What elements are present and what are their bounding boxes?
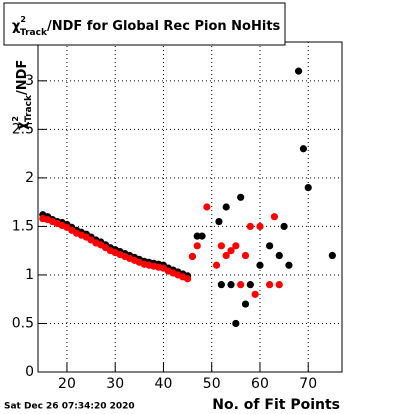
point — [275, 281, 283, 289]
point — [217, 281, 225, 289]
x-tick-label: 20 — [58, 376, 76, 392]
y-tick-label: 2.5 — [12, 121, 34, 137]
title-symbol: χ — [12, 19, 21, 34]
point — [232, 319, 240, 328]
point — [217, 242, 225, 250]
x-tick-label: 40 — [155, 376, 173, 392]
ylabel-sup: 2 — [11, 116, 20, 122]
ylabel-sub: Track — [24, 94, 34, 122]
point — [246, 281, 254, 289]
x-tick-label: 50 — [203, 376, 221, 392]
ylabel-text: /NDF — [15, 60, 30, 95]
point — [280, 222, 288, 231]
point — [275, 251, 283, 260]
y-tick-label: 0.5 — [12, 315, 34, 331]
point — [237, 193, 245, 201]
point — [237, 281, 245, 289]
point — [241, 251, 250, 260]
point — [270, 213, 279, 221]
point — [193, 242, 201, 250]
y-tick-label: 1 — [25, 267, 34, 283]
x-tick-label: 60 — [251, 376, 269, 392]
point — [227, 281, 235, 289]
x-tick-label: 70 — [299, 376, 317, 392]
y-tick-label: 2 — [25, 170, 34, 186]
point — [256, 261, 264, 269]
timestamp: Sat Dec 26 07:34:20 2020 — [4, 402, 135, 412]
title-sub: Track — [20, 28, 48, 38]
x-tick-label: 30 — [106, 376, 124, 392]
title-box — [3, 2, 286, 46]
y-tick-label: 3 — [25, 73, 34, 89]
point — [232, 242, 240, 250]
point — [328, 251, 336, 260]
point — [203, 203, 211, 211]
point — [222, 203, 230, 211]
point — [198, 232, 206, 240]
title-text: /NDF for Global Rec Pion NoHits — [47, 19, 281, 34]
chart-title: χ2 Track/NDF for Global Rec Pion NoHits — [12, 15, 281, 38]
title-sup: 2 — [20, 15, 26, 24]
point — [304, 183, 312, 192]
point — [222, 251, 230, 260]
point — [183, 275, 192, 283]
point — [251, 290, 259, 298]
ylabel-symbol: χ — [15, 121, 30, 130]
point — [256, 222, 264, 231]
y-tick-label: 0 — [25, 364, 34, 380]
point — [188, 252, 197, 261]
point — [241, 300, 250, 308]
point — [215, 217, 223, 226]
point — [285, 261, 293, 269]
point — [212, 261, 221, 269]
point — [294, 67, 303, 75]
x-axis-label: No. of Fit Points — [212, 397, 340, 413]
point — [266, 281, 274, 289]
point — [227, 247, 235, 255]
y-axis-label: χ2 Track/NDF — [11, 60, 34, 130]
point — [246, 222, 254, 231]
point — [299, 145, 307, 153]
y-tick-label: 1.5 — [12, 218, 34, 234]
point — [266, 242, 274, 250]
